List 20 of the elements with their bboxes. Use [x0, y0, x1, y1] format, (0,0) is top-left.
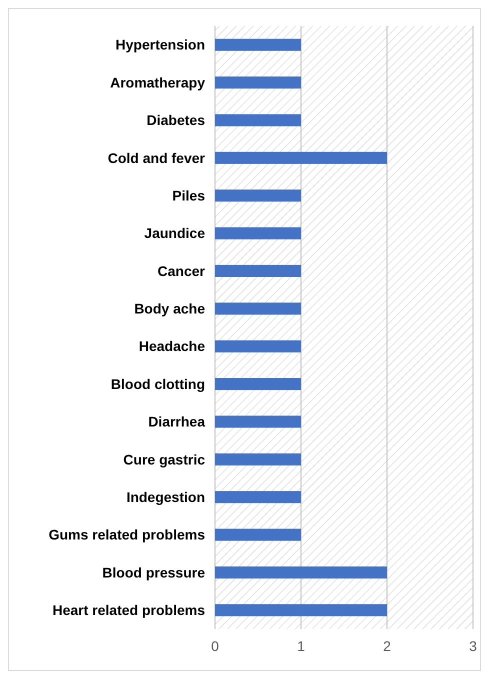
y-tick-label: Heart related problems	[52, 602, 206, 618]
y-tick-label: Piles	[172, 187, 206, 204]
y-tick-label: Aromatherapy	[110, 74, 206, 90]
y-tick-label: Cold and fever	[108, 150, 206, 166]
y-tick-label: Jaundice	[144, 225, 206, 242]
y-tick-label: Gums related problems	[48, 526, 206, 543]
y-tick-label: Indegestion	[126, 488, 205, 505]
y-tick-label: Blood clotting	[110, 376, 205, 392]
y-tick-label: Cancer	[158, 262, 206, 279]
x-tick-label: 1	[297, 638, 306, 654]
y-tick-label: Hypertension	[116, 36, 205, 53]
y-tick-label: Headache	[138, 338, 206, 354]
y-tick-label: Cure gastric	[123, 451, 206, 468]
y-tick-label: Body ache	[134, 300, 206, 317]
y-tick-label: Blood pressure	[102, 564, 206, 580]
x-tick-label: 2	[383, 638, 392, 654]
y-tick-label: Diarrhea	[148, 414, 206, 430]
x-tick-label: 0	[211, 638, 220, 654]
y-tick-label: Diabetes	[146, 112, 206, 128]
x-tick-label: 3	[469, 638, 478, 654]
